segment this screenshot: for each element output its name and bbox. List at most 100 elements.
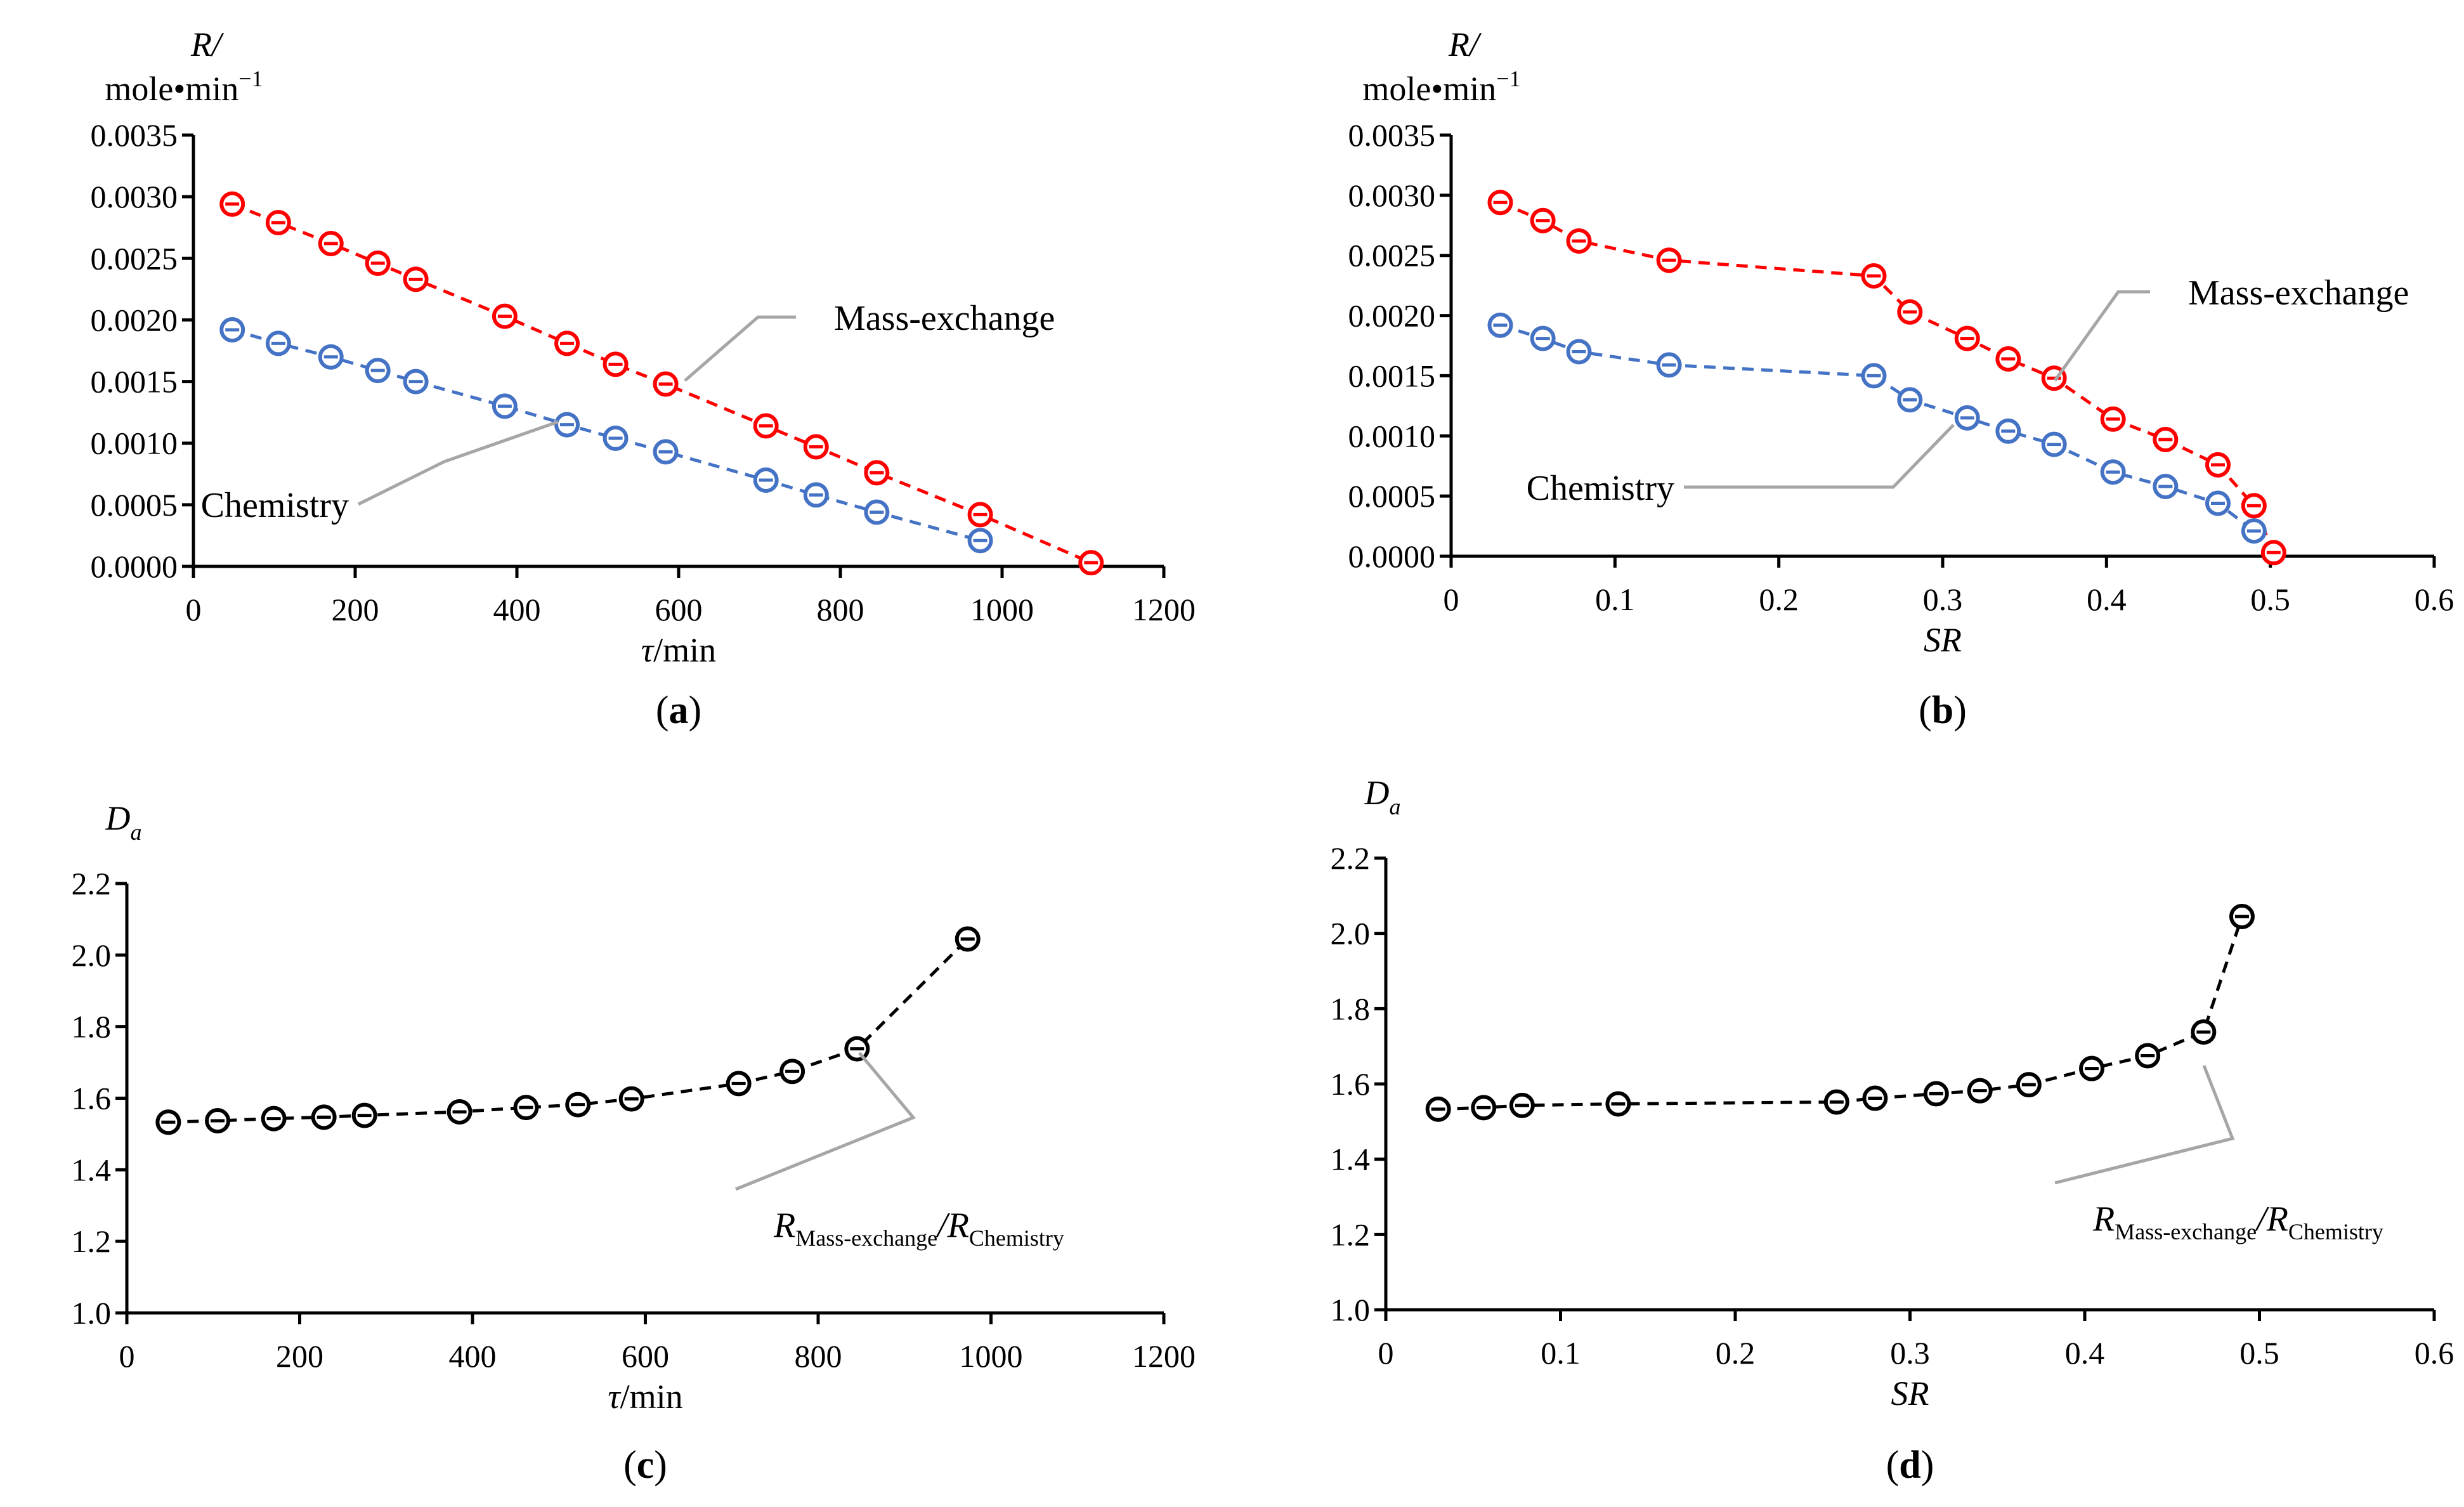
data-point	[955, 926, 981, 952]
data-point	[365, 358, 391, 384]
data-point	[2079, 1055, 2105, 1081]
y-tick-label: 0.0015	[1348, 358, 1436, 393]
x-tick-label: 0	[119, 1338, 135, 1374]
data-point	[1530, 325, 1556, 351]
data-point	[311, 1104, 337, 1130]
panel-label: (c)	[623, 1444, 667, 1487]
x-tick-label: 1000	[970, 592, 1034, 627]
y-tick-label: 0.0025	[91, 240, 178, 276]
data-point	[1861, 363, 1887, 389]
annotation-text: RMass-exchange/RChemistry	[773, 1206, 1064, 1251]
data-point	[155, 1109, 181, 1135]
data-point	[2229, 903, 2255, 929]
annotation-leader	[2054, 1065, 2235, 1185]
y-tick-label: 0.0005	[91, 487, 178, 523]
y-tick-label: 0.0030	[91, 179, 178, 214]
data-point	[1656, 352, 1682, 378]
y-tick-label: 0.0015	[91, 364, 178, 400]
data-point	[565, 1092, 591, 1118]
annotation-text: Mass-exchange	[834, 299, 1055, 338]
data-point	[1425, 1096, 1451, 1122]
data-point	[2205, 452, 2231, 478]
annotation-leader	[357, 420, 559, 506]
data-point	[2153, 473, 2179, 499]
y-axis-label: Da	[1364, 774, 1401, 819]
y-axis-label: Da	[105, 799, 142, 845]
x-tick-label: 0.3	[1923, 582, 1963, 617]
data-point	[2100, 406, 2126, 432]
y-tick-label: 1.8	[72, 1009, 112, 1045]
annotation-text: Chemistry	[1527, 469, 1674, 508]
data-point	[1897, 387, 1923, 413]
y-tick-label: 0.0020	[1348, 298, 1436, 334]
panel-c: 1.0 1.2 1.4 1.6 1.8 2.0 2.2 0 200 400 600 800 1000 12…	[72, 799, 1196, 1487]
data-point	[2153, 426, 2179, 452]
y-tick-label: 0.0010	[1348, 418, 1436, 453]
y-tick-label: 1.2	[72, 1223, 112, 1259]
data-point	[618, 1086, 644, 1112]
x-tick-label: 400	[493, 592, 541, 627]
data-point	[603, 425, 629, 451]
data-point	[1995, 418, 2021, 444]
data-point	[1861, 263, 1887, 289]
x-tick-label: 0.1	[1541, 1335, 1581, 1371]
y-tick-label: 1.4	[72, 1152, 112, 1187]
data-point	[2241, 518, 2267, 544]
data-point	[205, 1108, 231, 1134]
x-tick-label: 0.3	[1890, 1335, 1930, 1371]
data-point	[803, 434, 829, 460]
x-axis-label: SR	[1891, 1374, 1929, 1412]
annotation-leader	[735, 1052, 916, 1191]
data-point	[2135, 1043, 2161, 1069]
data-point	[1530, 207, 1556, 233]
panel-d: 1.0 1.2 1.4 1.6 1.8 2.0 2.2 0 0.1 0.2 0.3 0.4 0.5 0.6…	[1331, 774, 2454, 1487]
data-point	[261, 1106, 287, 1132]
data-point	[2100, 459, 2126, 485]
x-tick-label: 0.4	[2065, 1335, 2105, 1371]
data-point	[365, 251, 391, 277]
data-point	[1487, 190, 1513, 216]
data-point	[403, 266, 429, 292]
data-point	[1995, 346, 2021, 372]
data-point	[967, 528, 993, 554]
data-point	[351, 1102, 377, 1128]
x-tick-label: 0.5	[2250, 582, 2290, 617]
y-tick-label: 0.0000	[91, 549, 178, 584]
data-point	[219, 191, 245, 217]
data-point	[1656, 247, 1682, 273]
data-point	[492, 303, 518, 329]
data-point	[447, 1099, 473, 1125]
data-point	[2241, 493, 2267, 519]
annotation-leader	[2053, 290, 2150, 382]
data-point	[653, 371, 679, 397]
data-point	[726, 1071, 752, 1097]
y-tick-label: 1.0	[1331, 1292, 1371, 1328]
x-axis-label: τ/min	[608, 1378, 682, 1416]
data-point	[803, 482, 829, 508]
data-point	[318, 230, 344, 256]
y-tick-label: 2.2	[1331, 840, 1371, 876]
data-point	[844, 1036, 870, 1062]
y-tick-label: 0.0020	[91, 302, 178, 337]
x-tick-label: 400	[449, 1338, 497, 1374]
data-point	[554, 412, 580, 438]
x-tick-label: 0	[1378, 1335, 1394, 1371]
x-tick-label: 1000	[960, 1338, 1023, 1374]
data-point	[2041, 431, 2067, 457]
x-tick-label: 600	[622, 1338, 669, 1374]
y-tick-label: 1.2	[1331, 1217, 1371, 1252]
x-tick-label: 1200	[1132, 1338, 1196, 1374]
x-tick-label: 0.6	[2415, 1335, 2454, 1371]
y-tick-label: 2.0	[72, 937, 112, 973]
data-point	[653, 439, 679, 465]
data-point	[554, 330, 580, 356]
y-tick-label: 1.4	[1331, 1142, 1371, 1177]
data-point	[753, 413, 779, 439]
y-tick-label: 2.0	[1331, 916, 1371, 951]
data-point	[1471, 1095, 1497, 1121]
panel-label: (b)	[1919, 689, 1967, 732]
data-point	[492, 393, 518, 419]
x-tick-label: 0	[186, 592, 202, 627]
x-tick-label: 0.2	[1716, 1335, 1756, 1371]
